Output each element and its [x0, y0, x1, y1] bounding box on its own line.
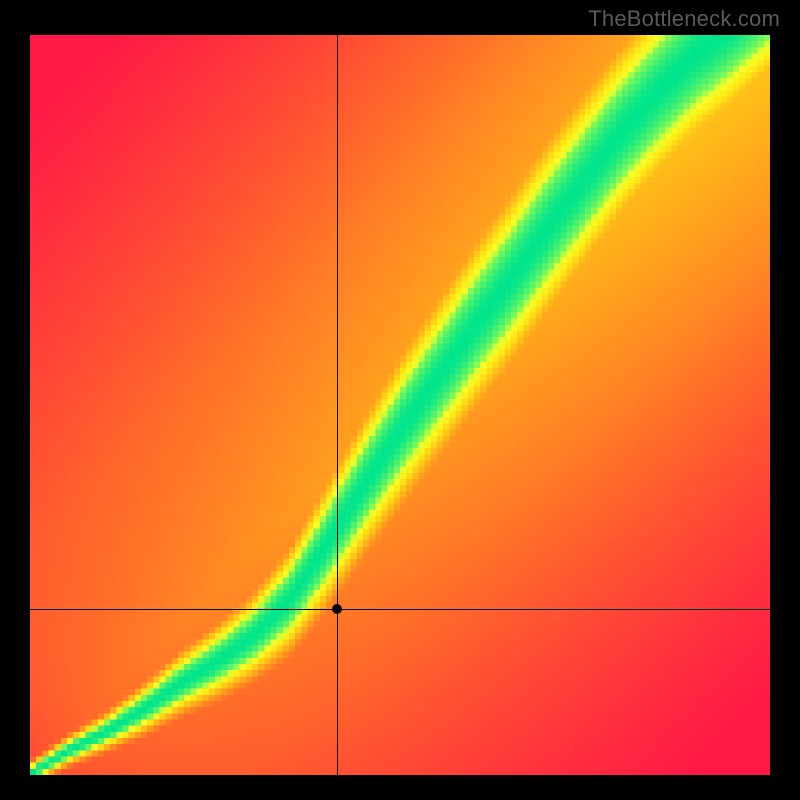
heatmap-plot — [30, 35, 770, 775]
target-marker — [332, 604, 342, 614]
crosshair-horizontal — [30, 609, 770, 610]
heatmap-canvas — [30, 35, 770, 775]
watermark-text: TheBottleneck.com — [588, 6, 780, 32]
root: TheBottleneck.com — [0, 0, 800, 800]
crosshair-vertical — [337, 35, 338, 775]
